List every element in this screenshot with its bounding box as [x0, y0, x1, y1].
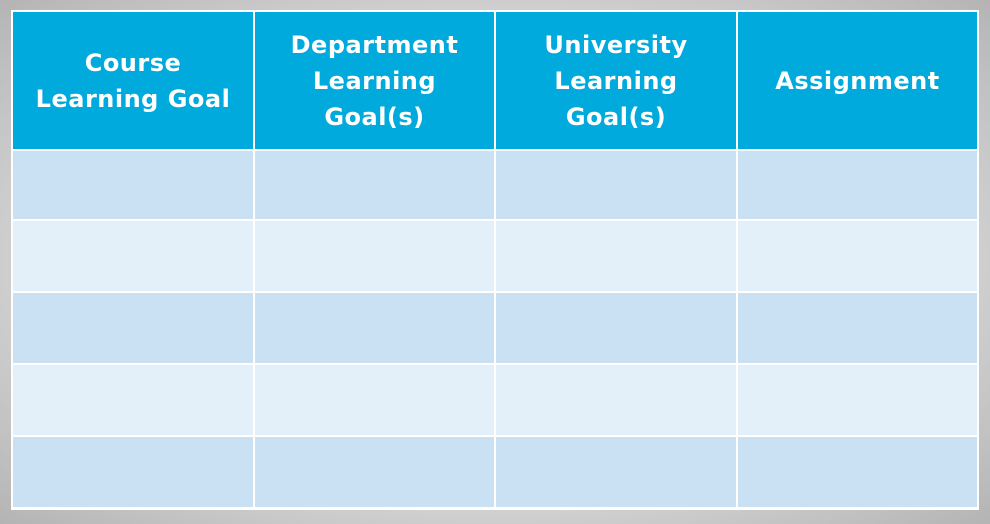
- learning-goals-table: Course Learning Goal Department Learning…: [11, 10, 979, 510]
- header-department-learning-goals: Department Learning Goal(s): [255, 12, 494, 149]
- table-cell-r4-c3: [496, 365, 736, 435]
- table-cell-r4-c1: [13, 365, 253, 435]
- table-cell-r3-c3: [496, 293, 736, 363]
- table-cell-r5-c2: [255, 437, 494, 507]
- header-assignment: Assignment: [738, 12, 977, 149]
- table-cell-r2-c3: [496, 221, 736, 291]
- table-cell-r1-c2: [255, 151, 494, 219]
- header-course-learning-goal: Course Learning Goal: [13, 12, 253, 149]
- header-university-learning-goals: University Learning Goal(s): [496, 12, 736, 149]
- table-cell-r1-c1: [13, 151, 253, 219]
- table-cell-r2-c4: [738, 221, 977, 291]
- table-cell-r5-c4: [738, 437, 977, 507]
- table-cell-r1-c3: [496, 151, 736, 219]
- table-cell-r1-c4: [738, 151, 977, 219]
- table-cell-r5-c3: [496, 437, 736, 507]
- table-cell-r3-c4: [738, 293, 977, 363]
- table-cell-r3-c1: [13, 293, 253, 363]
- table-cell-r4-c4: [738, 365, 977, 435]
- table-cell-r2-c2: [255, 221, 494, 291]
- table-cell-r2-c1: [13, 221, 253, 291]
- table-cell-r3-c2: [255, 293, 494, 363]
- table-grid: Course Learning Goal Department Learning…: [13, 12, 979, 510]
- table-cell-r4-c2: [255, 365, 494, 435]
- table-cell-r5-c1: [13, 437, 253, 507]
